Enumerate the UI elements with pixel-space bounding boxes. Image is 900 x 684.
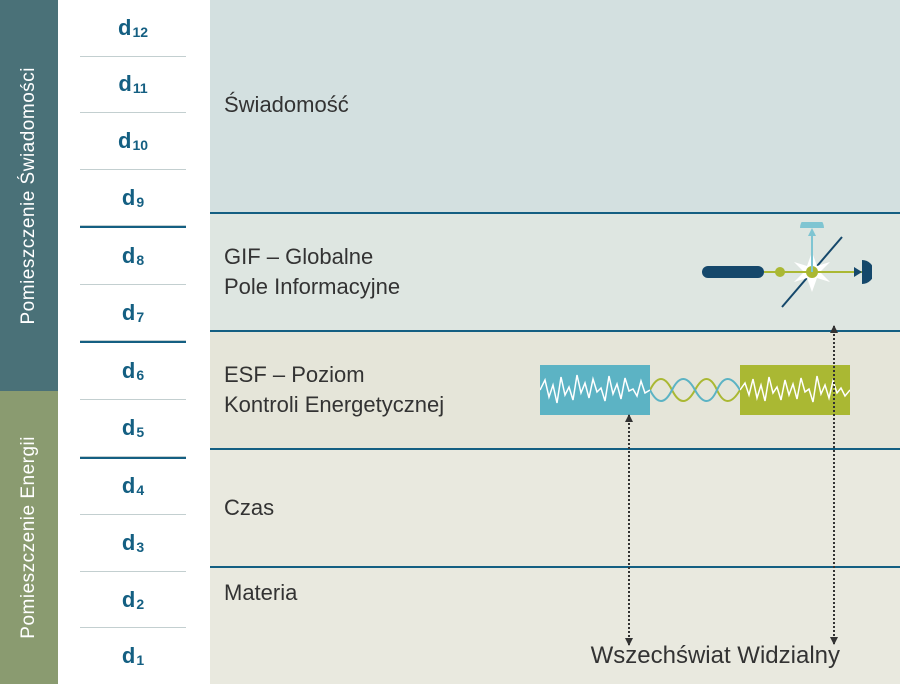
band-esf: ESF – Poziom Kontroli Energetycznej (210, 332, 900, 450)
dimension-column: d12d11d10d9d8d7d6d5d4d3d2d1 (80, 0, 186, 684)
matter-label: Materia (224, 578, 297, 608)
esf-graphic (540, 365, 850, 415)
noise-box-left (540, 365, 650, 415)
dimension-d9: d9 (80, 170, 186, 227)
dimension-d12: d12 (80, 0, 186, 57)
interference-waves (650, 365, 740, 415)
band-consciousness: Świadomość (210, 0, 900, 214)
consciousness-label: Świadomość (224, 90, 349, 120)
dimension-d4: d4 (80, 457, 186, 516)
vbar-energy: Pomieszczenie Energii (0, 391, 58, 684)
connector-gif (833, 326, 835, 644)
dimension-d1: d1 (80, 628, 186, 684)
gap (58, 0, 80, 684)
band-gif: GIF – Globalne Pole Informacyjne (210, 214, 900, 332)
time-label: Czas (224, 493, 274, 523)
vertical-category-bar: Pomieszczenie Świadomości Pomieszczenie … (0, 0, 58, 684)
main-bands: Świadomość GIF – Globalne Pole Informacy… (210, 0, 900, 684)
dimension-d10: d10 (80, 113, 186, 170)
dimension-diagram: Pomieszczenie Świadomości Pomieszczenie … (0, 0, 900, 684)
dimension-d8: d8 (80, 226, 186, 285)
connector-esf (628, 415, 630, 645)
esf-label: ESF – Poziom Kontroli Energetycznej (224, 360, 444, 419)
gif-graphic (662, 222, 872, 322)
dimension-d7: d7 (80, 285, 186, 342)
vbar-bot-label: Pomieszczenie Energii (18, 436, 40, 639)
dimension-d11: d11 (80, 57, 186, 114)
dimension-d5: d5 (80, 400, 186, 457)
visible-universe-label: Wszechświat Widzialny (591, 642, 840, 670)
gif-label: GIF – Globalne Pole Informacyjne (224, 242, 400, 301)
gap2 (186, 0, 210, 684)
dimension-d6: d6 (80, 341, 186, 400)
dimension-d3: d3 (80, 515, 186, 572)
band-time: Czas (210, 450, 900, 568)
vbar-top-label: Pomieszczenie Świadomości (18, 67, 40, 325)
vbar-consciousness: Pomieszczenie Świadomości (0, 0, 58, 391)
dimension-d2: d2 (80, 572, 186, 629)
